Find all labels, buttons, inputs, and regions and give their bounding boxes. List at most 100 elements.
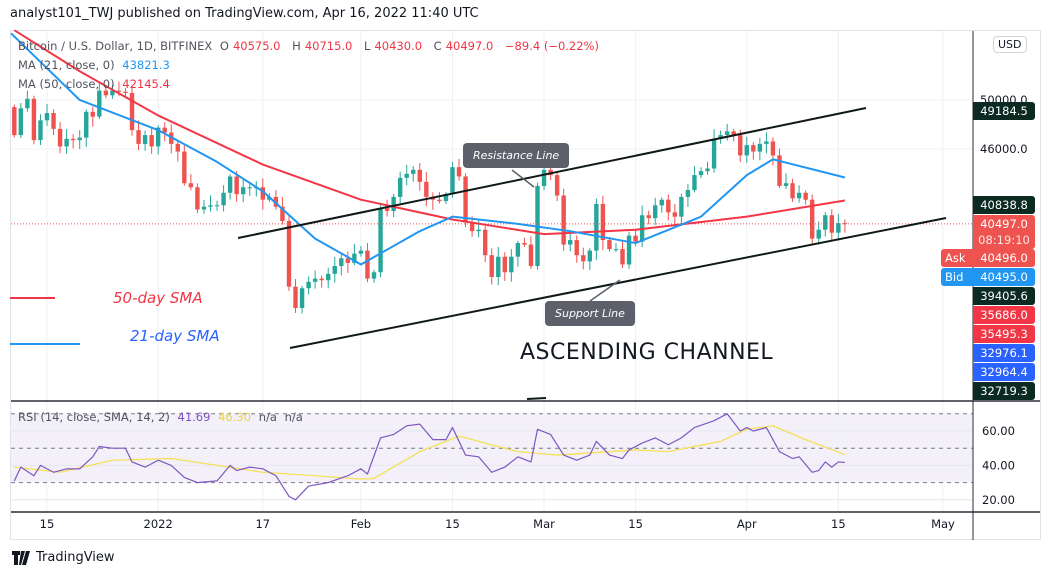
currency-button[interactable]: USD (993, 36, 1027, 53)
candle-body (731, 131, 736, 136)
candle-body (319, 278, 324, 281)
candle-body (626, 235, 632, 265)
candle-body (581, 255, 586, 262)
candle-body (770, 141, 776, 156)
symbol-legend: Bitcoin / U.S. Dollar, 1D, BITFINEX O 405… (18, 39, 603, 53)
candle-body (659, 199, 664, 206)
candle-body (809, 199, 815, 239)
candle-body (136, 130, 141, 144)
candle-body (175, 143, 180, 152)
price-tag: 35686.0 (973, 306, 1035, 324)
candle-body (12, 107, 17, 136)
time-axis-label: 15 (628, 517, 643, 531)
candle-body (482, 229, 488, 256)
candle-body (358, 250, 364, 254)
candle-body (574, 240, 579, 256)
ma50-legend[interactable]: MA (50, close, 0) 42145.4 (18, 77, 174, 91)
bid-label: Bid (941, 268, 977, 286)
candle-body (293, 286, 298, 309)
candle-body (424, 181, 429, 197)
candle-body (306, 281, 311, 289)
trendline-fragment (526, 397, 547, 400)
candle-body (84, 111, 89, 138)
candle-body (384, 208, 390, 211)
rsi-legend[interactable]: RSI (14, close, SMA, 14, 2) 41.69 46.30 … (18, 410, 307, 424)
support-arrow (589, 279, 621, 302)
candle-body (227, 176, 233, 193)
candle-body (541, 169, 547, 186)
time-axis-label: Feb (350, 517, 372, 531)
time-axis-label: 15 (445, 517, 460, 531)
low-label: L (364, 39, 371, 53)
candle-body (587, 250, 593, 262)
candle-body (299, 288, 305, 309)
candle-body (836, 223, 841, 233)
candle-body (620, 249, 625, 265)
candle-body (365, 250, 370, 279)
close-label: C (433, 39, 442, 53)
resistance-arrow (511, 169, 535, 188)
candle-body (463, 176, 468, 223)
time-axis-label: 15 (831, 517, 846, 531)
rsi-na: n/a (258, 410, 277, 424)
candle-body (378, 208, 383, 273)
candle-body (685, 190, 691, 197)
candle-body (149, 135, 154, 147)
candle-body (326, 273, 331, 281)
candle-body (613, 249, 619, 251)
support-line-callout: Support Line (545, 301, 635, 326)
candle-body (234, 176, 239, 195)
sma21-annotation: 21-day SMA (130, 327, 220, 345)
candle-body (496, 256, 501, 278)
candle-body (345, 258, 351, 263)
open-value: 40575.0 (232, 39, 281, 53)
candle-body (201, 206, 207, 210)
low-value: 40430.0 (374, 39, 423, 53)
rsi-sma-line (14, 425, 846, 480)
candle-body (77, 137, 82, 141)
candle-body (528, 244, 534, 267)
candle-body (515, 243, 521, 257)
candle-body (594, 203, 599, 251)
candle-body (273, 196, 279, 207)
ask-label: Ask (941, 249, 977, 267)
candle-body (51, 113, 56, 129)
candle-body (777, 155, 782, 186)
candle-body (195, 187, 200, 210)
candle-body (711, 138, 717, 169)
candle-body (142, 135, 148, 144)
candle-body (31, 98, 37, 141)
high-label: H (292, 39, 301, 53)
candle-body (116, 90, 122, 92)
candle-body (744, 145, 749, 156)
candle-body (391, 196, 396, 211)
candle-body (110, 90, 115, 96)
candle-body (103, 90, 109, 96)
rsi-value: 41.69 (177, 410, 211, 424)
ma21-label: MA (21, close, 0) (18, 58, 115, 72)
publisher-line: analyst101_TWJ published on TradingView.… (10, 6, 479, 21)
time-axis-label: 15 (39, 517, 55, 531)
candle-body (44, 113, 50, 121)
close-value: 40497.0 (445, 39, 494, 53)
candle-body (25, 98, 30, 109)
candle-body (653, 205, 658, 219)
price-tag: 40496.0 (973, 249, 1035, 267)
ma21-legend[interactable]: MA (21, close, 0) 43821.3 (18, 58, 174, 72)
rsi-na: n/a (284, 410, 303, 424)
candle-body (188, 183, 194, 188)
candle-body (155, 127, 161, 147)
price-tag: 39405.6 (973, 287, 1035, 305)
candle-body (705, 168, 710, 172)
candle-body (666, 199, 671, 213)
candle-body (443, 194, 449, 202)
candle-body (280, 206, 285, 221)
candle-body (352, 253, 357, 263)
candle-body (718, 135, 723, 139)
candle-body (221, 192, 226, 206)
tradingview-logo[interactable]: TradingView (12, 550, 115, 565)
ma50-line (13, 29, 846, 236)
sma50-annotation: 50-day SMA (113, 289, 203, 307)
ma50-value: 42145.4 (122, 77, 170, 91)
